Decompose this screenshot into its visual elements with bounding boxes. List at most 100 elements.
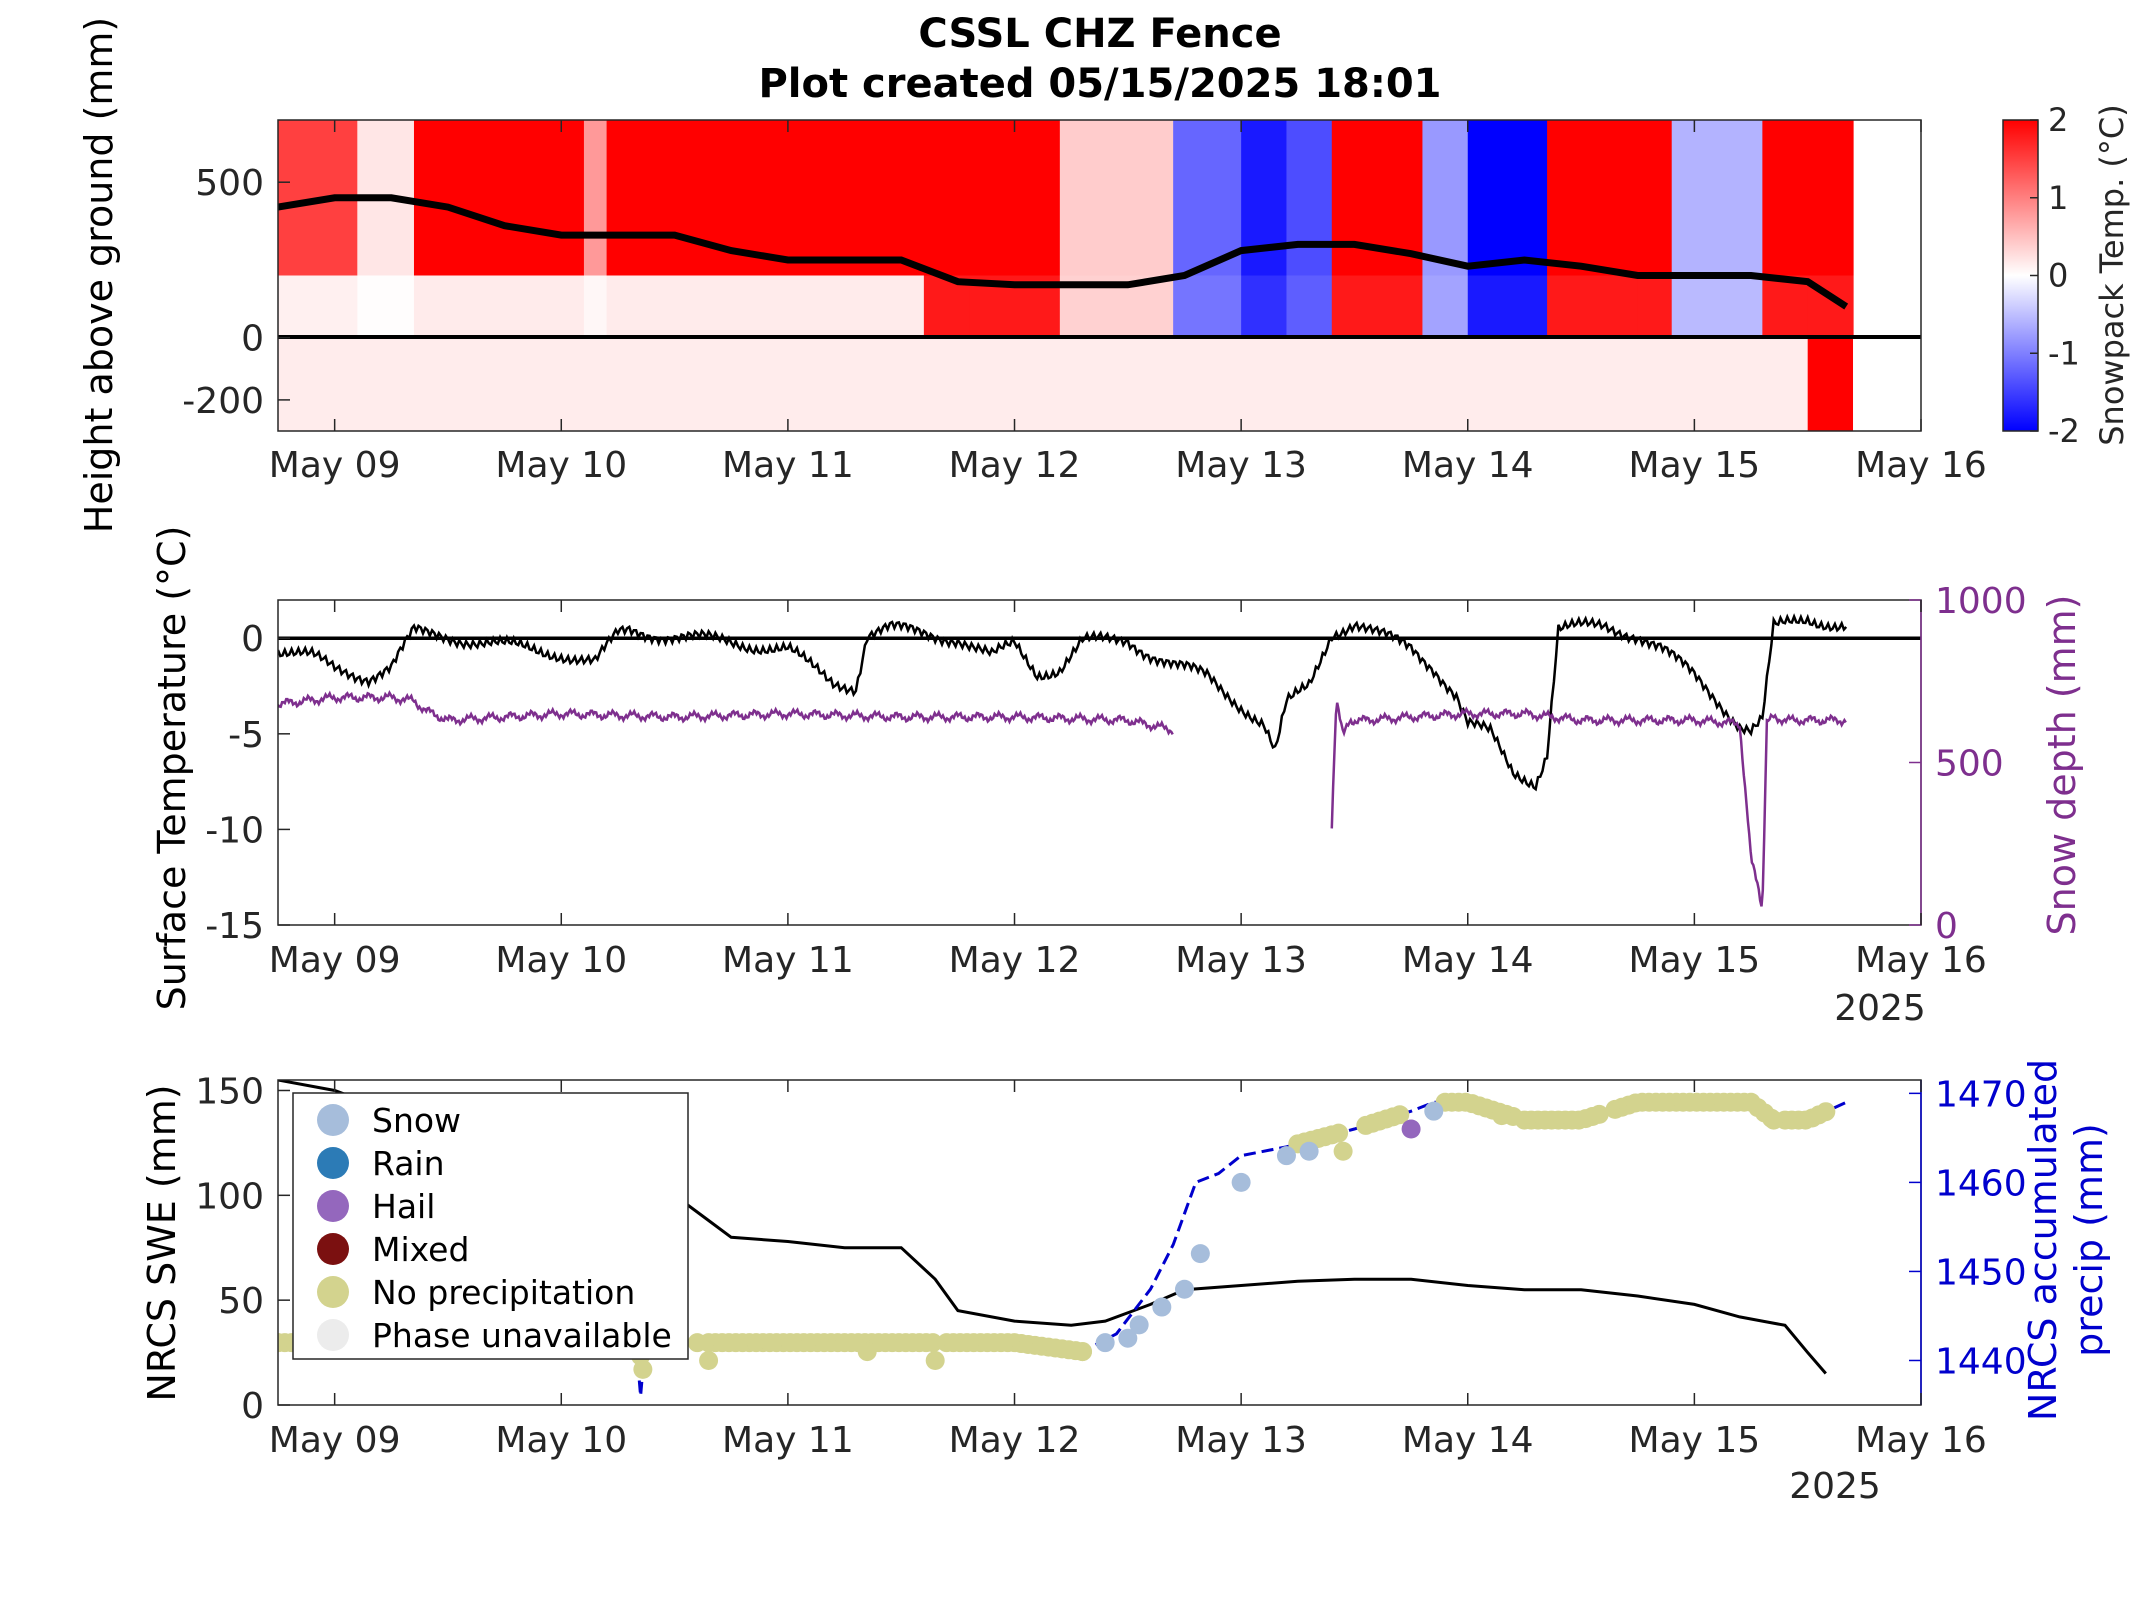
heatmap-cell: [538, 120, 585, 276]
y-tick-label: 500: [1935, 744, 2004, 785]
heatmap-cell: [1422, 275, 1469, 338]
y-tick-label: 1450: [1935, 1252, 2027, 1293]
nrcs-precip-y-label: NRCS accumulatedprecip (mm): [2021, 1059, 2111, 1421]
heatmap-cell: [1173, 120, 1242, 276]
heatmap-cell: [1671, 275, 1763, 338]
legend-marker: [317, 1147, 349, 1179]
y-tick-label: 100: [195, 1176, 264, 1217]
y-tick-label: 50: [218, 1281, 264, 1322]
nrcs-precip-y-ticks: 1470 1460 1450 1440: [1909, 1074, 2027, 1405]
heatmap-y-label: Height above ground (mm): [77, 17, 121, 534]
x-tick-label: May 15: [1629, 445, 1761, 486]
colorbar-tick-label: 2: [2048, 101, 2068, 139]
legend-box: [292, 1092, 689, 1360]
colorbar-tick-label: -2: [2048, 412, 2080, 450]
phase-dot-no_precip: [857, 1342, 877, 1362]
phase-dot-snow: [1118, 1328, 1138, 1348]
y-tick-label: -200: [182, 381, 264, 422]
y-tick-label: 150: [195, 1071, 264, 1112]
x-tick-label: May 16: [1855, 940, 1987, 981]
x-tick-label: May 09: [269, 445, 401, 486]
colorbar: [2002, 119, 2039, 432]
x-tick-label: May 09: [269, 940, 401, 981]
legend-label: No precipitation: [372, 1273, 635, 1312]
snow-surface-line: [278, 194, 1849, 310]
surface-x-ticks: May 09 May 10 May 11 May 12 May 13 May 14 May …: [269, 600, 1987, 981]
phase-dot-snow: [1152, 1297, 1172, 1317]
phase-dot: [1816, 1102, 1836, 1122]
phase-dot: [1390, 1105, 1410, 1125]
phase-dot-snow: [1174, 1279, 1194, 1299]
snow-surface-layer: [278, 194, 1849, 310]
heatmap-cell: [1807, 120, 1854, 276]
heatmap-cell: [1762, 275, 1809, 338]
nrcs-precip-y-label-line1: NRCS accumulated: [2021, 1059, 2065, 1421]
heatmap-cell: [1059, 120, 1174, 276]
x-tick-label: May 11: [722, 1420, 854, 1461]
heatmap-cell: [923, 275, 970, 338]
heatmap-cell: [1807, 337, 1854, 431]
heatmap-cell: [1637, 275, 1673, 338]
snow-depth-y-ticks: 1000 500 0: [1909, 581, 2027, 947]
legend-label: Hail: [372, 1187, 435, 1226]
phase-dot-snow: [1095, 1333, 1115, 1353]
heatmap-cell: [278, 337, 1854, 431]
y-tick-label: -15: [205, 906, 264, 947]
legend-label: Mixed: [372, 1230, 469, 1269]
y-tick-label: 1440: [1935, 1341, 2027, 1382]
phase-dot-snow: [1129, 1315, 1149, 1335]
y-tick-label: 1470: [1935, 1074, 2027, 1115]
x-tick-label: May 09: [269, 1420, 401, 1461]
legend-marker: [317, 1190, 349, 1222]
heatmap-cell: [1637, 120, 1673, 276]
colorbar-ticks: 2 1 0 -1 -2: [2030, 101, 2080, 450]
x-tick-label: May 10: [495, 445, 627, 486]
x-tick-label: May 15: [1629, 940, 1761, 981]
y-tick-label: -5: [228, 715, 264, 756]
phase-dot: [1329, 1123, 1349, 1143]
heatmap-cell: [1671, 120, 1763, 276]
colorbar-tick-label: 0: [2048, 257, 2068, 295]
phase-dot-no_precip: [1764, 1110, 1784, 1130]
surface-y-ticks: 0 -5 -10 -15: [205, 619, 290, 947]
heatmap-cell: [969, 120, 1061, 276]
x-tick-label: May 12: [949, 940, 1081, 981]
x-tick-label: May 13: [1175, 940, 1307, 981]
heatmap-cell: [413, 120, 540, 276]
phase-dot: [923, 1333, 943, 1353]
x-tick-label: May 12: [949, 1420, 1081, 1461]
nrcs-precip-y-label-line2: precip (mm): [2067, 1123, 2111, 1357]
phase-dot-snow: [1231, 1172, 1251, 1192]
heatmap-cell: [583, 275, 608, 338]
snow-depth-y-label: Snow depth (mm): [2040, 595, 2084, 936]
phase-dot-no_precip: [278, 1333, 288, 1353]
legend-label: Phase unavailable: [372, 1316, 672, 1355]
x-tick-label: May 14: [1402, 1420, 1534, 1461]
phase-dot-snow: [1424, 1101, 1444, 1121]
y-tick-label: 0: [241, 319, 264, 360]
x-tick-label: May 12: [949, 445, 1081, 486]
heatmap-cell: [278, 275, 358, 338]
colorbar-tick-label: 1: [2048, 179, 2068, 217]
legend-marker: [317, 1104, 349, 1136]
heatmap-cell: [1762, 120, 1809, 276]
y-tick-label: 1460: [1935, 1163, 2027, 1204]
x-tick-label: May 10: [495, 940, 627, 981]
surface-frame: [277, 599, 1922, 926]
phase-dot-no_precip: [1333, 1141, 1353, 1161]
x-tick-label: May 16: [1855, 1420, 1987, 1461]
x-tick-label: May 14: [1402, 445, 1534, 486]
y-tick-label: 1000: [1935, 581, 2027, 622]
heatmap-cell: [1286, 120, 1333, 276]
phase-dot-snow: [1190, 1244, 1210, 1264]
x-tick-label: May 13: [1175, 1420, 1307, 1461]
colorbar-label: Snowpack Temp. (°C): [2093, 104, 2131, 446]
legend-marker: [317, 1233, 349, 1265]
heatmap-cell: [357, 275, 415, 338]
heatmap-cell: [1547, 120, 1639, 276]
surface-lines: [278, 613, 1921, 907]
phase-dot-no_precip: [1492, 1106, 1512, 1126]
phase-dot-no_precip: [699, 1350, 719, 1370]
